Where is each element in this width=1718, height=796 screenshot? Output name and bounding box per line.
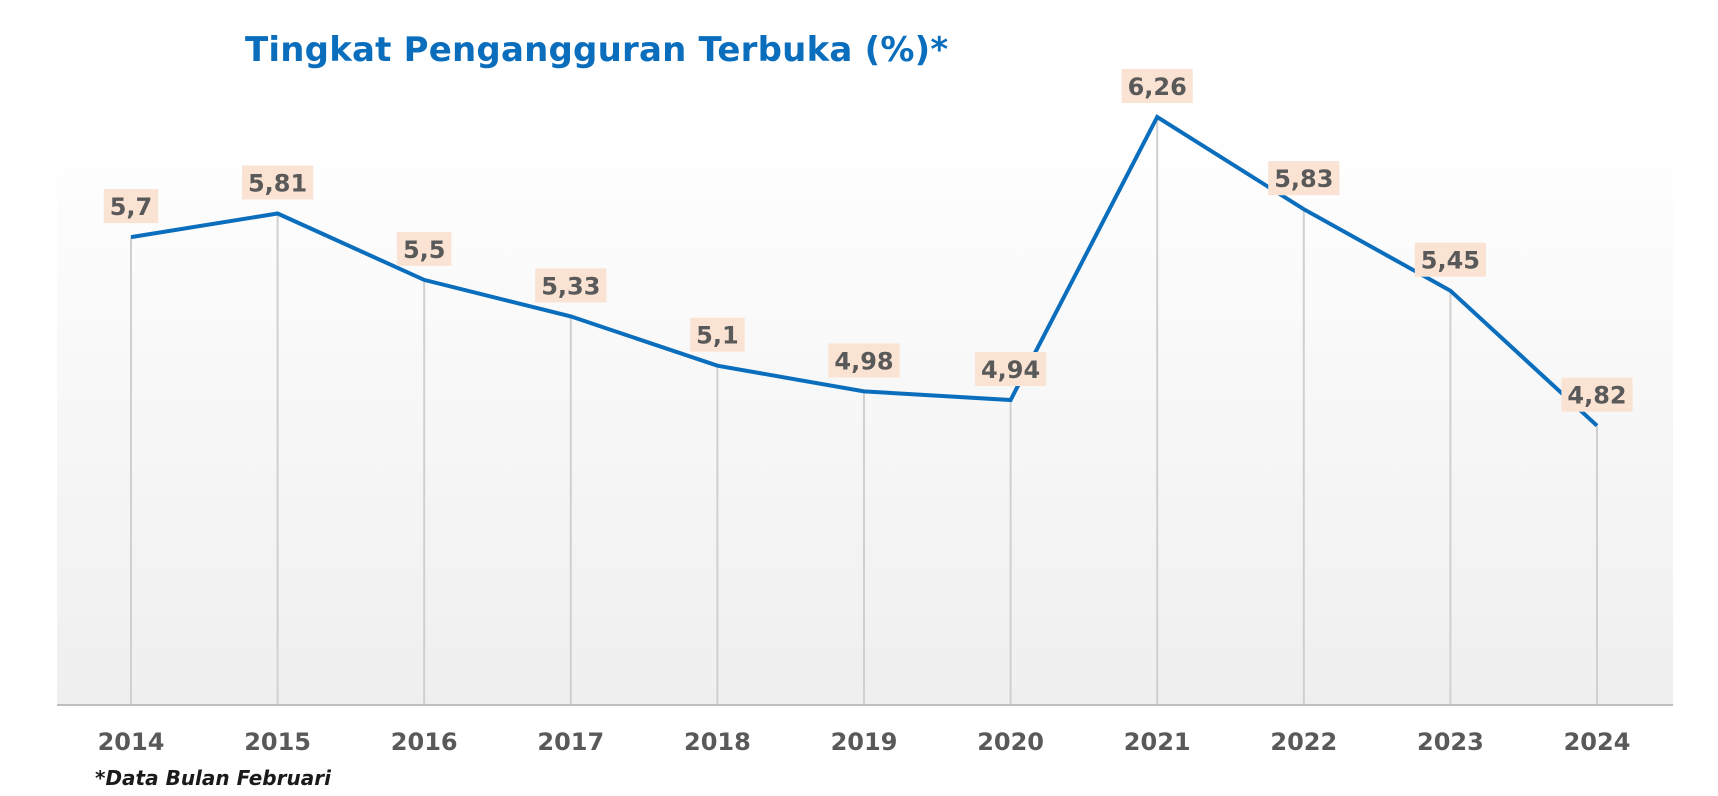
data-label-text: 5,45 [1421,247,1480,275]
footnote: *Data Bulan Februari [95,766,331,790]
data-label: 6,26 [1121,69,1193,103]
x-tick-label: 2017 [537,728,604,756]
x-tick-label: 2023 [1417,728,1484,756]
data-label-background [242,165,314,200]
data-label: 4,82 [1561,377,1633,412]
data-label: 5,5 [396,231,452,266]
data-label-background [690,317,745,352]
data-label: 5,45 [1414,242,1486,277]
x-tick-label: 2015 [244,728,311,756]
data-label: 4,98 [828,343,900,378]
data-label: 5,83 [1268,161,1340,196]
drop-lines [130,117,1598,705]
data-label-text: 5,7 [110,193,153,221]
x-tick-label: 2020 [977,728,1044,756]
x-tick-label: 2019 [831,728,898,756]
data-label-background [535,268,607,303]
data-label: 5,33 [535,268,607,303]
data-label: 5,1 [690,317,745,352]
data-label-background [1121,69,1193,103]
data-label-background [396,231,452,266]
data-label-background [1414,242,1486,277]
x-tick-label: 2024 [1564,728,1631,756]
series-line [130,114,1599,428]
data-label-text: 4,82 [1567,382,1626,410]
data-label-background [1561,377,1633,412]
x-axis-tick-labels: 2014 2015 2016 2017 2018 2019 2020 2021 2022 2023… [98,728,1631,756]
data-label-text: 5,33 [541,272,600,300]
data-label-text: 4,98 [834,347,893,375]
data-label-text: 5,1 [696,322,739,350]
data-labels: 5,7 5,81 5,5 5,33 5,1 4,98 4,94 6,26 5,83 5,45 4,8… [103,69,1633,412]
data-label: 4,94 [975,352,1047,386]
chart-title: Tingkat Pengangguran Terbuka (%)* [245,30,949,70]
data-label: 5,81 [242,165,314,200]
x-tick-label: 2021 [1124,728,1191,756]
x-tick-label: 2018 [684,728,751,756]
data-label-background [103,189,159,224]
data-label-background [975,352,1047,386]
data-label-background [1268,161,1340,196]
x-tick-label: 2016 [391,728,458,756]
data-label-text: 4,94 [981,356,1040,384]
x-tick-label: 2022 [1270,728,1337,756]
data-label-text: 6,26 [1128,73,1187,101]
data-label: 5,7 [103,189,159,224]
data-label-background [828,343,900,378]
x-tick-label: 2014 [98,728,165,756]
data-label-text: 5,5 [403,236,446,264]
data-label-text: 5,83 [1274,165,1333,193]
data-label-text: 5,81 [248,169,307,197]
